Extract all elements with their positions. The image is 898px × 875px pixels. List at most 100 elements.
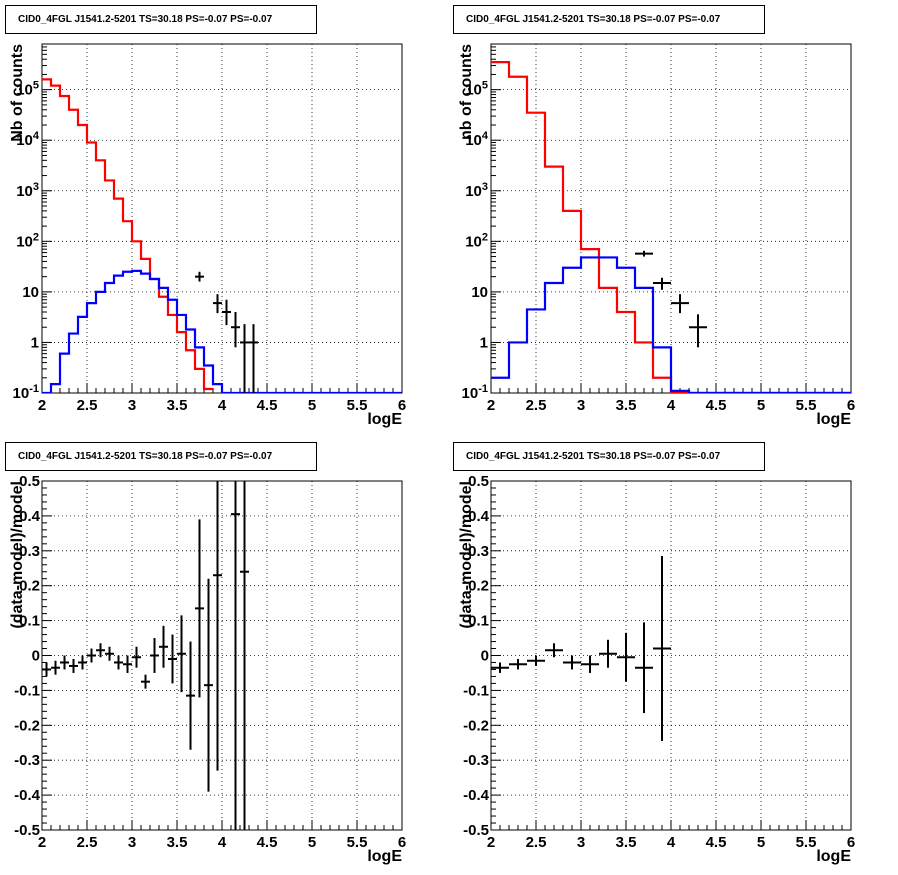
x-tick-label: 2.5 <box>526 834 547 851</box>
x-tick-label: 5 <box>308 834 316 851</box>
y-tick-label: 0.2 <box>19 578 40 595</box>
y-tick-label: 0.1 <box>468 613 489 630</box>
panel-title: CID0_4FGL J1541.2-5201 TS=30.18 PS=-0.07… <box>18 451 273 462</box>
x-tick-label: 4 <box>218 834 227 851</box>
x-tick-label: 6 <box>398 397 406 414</box>
y-tick-label: 102 <box>465 231 488 250</box>
x-tick-label: 6 <box>847 397 855 414</box>
y-tick-label: -0.5 <box>14 822 40 839</box>
y-axis-label: (data-model)/model <box>458 481 475 629</box>
y-tick-label: 10-1 <box>462 383 488 402</box>
x-tick-label: 2.5 <box>526 397 547 414</box>
y-tick-label: 0.2 <box>468 578 489 595</box>
x-tick-label: 5 <box>308 397 316 414</box>
histogram-series-1 <box>491 256 851 393</box>
y-tick-label: -0.1 <box>463 682 489 699</box>
x-tick-label: 3.5 <box>616 834 637 851</box>
histogram-series-0 <box>42 78 213 391</box>
x-tick-label: 5 <box>757 834 765 851</box>
x-tick-label: 2 <box>38 397 46 414</box>
x-tick-label: 5.5 <box>796 834 817 851</box>
y-tick-label: -0.2 <box>14 717 40 734</box>
x-tick-label: 2 <box>487 834 495 851</box>
x-tick-label: 3 <box>128 397 136 414</box>
panel-title: CID0_4FGL J1541.2-5201 TS=30.18 PS=-0.07… <box>466 14 721 25</box>
x-tick-label: 3.5 <box>167 834 188 851</box>
y-tick-label: 0.4 <box>468 508 490 525</box>
title-box-2: CID0_4FGL J1541.2-5201 TS=30.18 PS=-0.07… <box>5 442 317 471</box>
data-layer <box>491 556 671 742</box>
panel-title: CID0_4FGL J1541.2-5201 TS=30.18 PS=-0.07… <box>466 451 721 462</box>
y-tick-label: 0.3 <box>19 543 40 560</box>
y-tick-label: 0.3 <box>468 543 489 560</box>
y-tick-label: 10-1 <box>13 383 39 402</box>
x-tick-label: 3 <box>577 397 585 414</box>
x-tick-label: 4.5 <box>257 397 278 414</box>
x-tick-label: 4.5 <box>257 834 278 851</box>
y-tick-label: 0.5 <box>19 473 40 490</box>
x-tick-label: 5.5 <box>347 834 368 851</box>
histogram-series-1 <box>42 269 402 393</box>
y-tick-label: 103 <box>16 181 39 200</box>
x-tick-label: 5.5 <box>796 397 817 414</box>
y-tick-label: 102 <box>16 231 39 250</box>
y-tick-label: -0.4 <box>463 787 490 804</box>
x-tick-label: 4 <box>667 397 676 414</box>
y-tick-label: 1 <box>480 334 488 351</box>
x-tick-label: 6 <box>398 834 406 851</box>
x-axis-label: logE <box>367 848 402 865</box>
y-tick-label: 103 <box>465 181 488 200</box>
x-tick-label: 2 <box>487 397 495 414</box>
y-tick-label: -0.4 <box>14 787 41 804</box>
y-axis-label: Nb of counts <box>9 44 26 142</box>
histogram-series-0 <box>491 61 851 393</box>
x-tick-label: 6 <box>847 834 855 851</box>
data-layer <box>491 61 851 393</box>
x-tick-label: 2.5 <box>77 834 98 851</box>
y-tick-label: 10 <box>471 284 488 301</box>
y-tick-label: 0 <box>481 648 489 665</box>
x-tick-label: 2 <box>38 834 46 851</box>
x-tick-label: 5.5 <box>347 397 368 414</box>
x-tick-label: 3.5 <box>167 397 188 414</box>
y-tick-label: 104 <box>16 130 40 149</box>
x-axis-label: logE <box>367 411 402 428</box>
y-tick-label: -0.3 <box>14 752 40 769</box>
panel-title: CID0_4FGL J1541.2-5201 TS=30.18 PS=-0.07… <box>18 14 273 25</box>
x-tick-label: 3 <box>577 834 585 851</box>
y-tick-label: 0.1 <box>19 613 40 630</box>
title-box-1: CID0_4FGL J1541.2-5201 TS=30.18 PS=-0.07… <box>453 5 765 34</box>
x-axis-label: logE <box>816 411 851 428</box>
y-axis-label: (data-model)/model <box>9 481 26 629</box>
x-tick-label: 4.5 <box>706 397 727 414</box>
x-axis-label: logE <box>816 848 851 865</box>
y-tick-label: 0.4 <box>19 508 41 525</box>
y-tick-label: 105 <box>465 80 488 99</box>
y-tick-label: -0.3 <box>463 752 489 769</box>
x-tick-label: 3 <box>128 834 136 851</box>
y-tick-label: 1 <box>31 334 39 351</box>
x-tick-label: 5 <box>757 397 765 414</box>
data-layer <box>42 481 249 830</box>
y-tick-label: 0.5 <box>468 473 489 490</box>
data-layer <box>42 78 402 393</box>
y-tick-label: 104 <box>465 130 489 149</box>
title-box-3: CID0_4FGL J1541.2-5201 TS=30.18 PS=-0.07… <box>453 442 765 471</box>
x-tick-label: 4 <box>218 397 227 414</box>
x-tick-label: 4 <box>667 834 676 851</box>
y-tick-label: -0.2 <box>463 717 489 734</box>
x-tick-label: 4.5 <box>706 834 727 851</box>
x-tick-label: 2.5 <box>77 397 98 414</box>
y-tick-label: 10 <box>22 284 39 301</box>
x-tick-label: 3.5 <box>616 397 637 414</box>
title-box-0: CID0_4FGL J1541.2-5201 TS=30.18 PS=-0.07… <box>5 5 317 34</box>
y-tick-label: 105 <box>16 80 39 99</box>
y-tick-label: -0.1 <box>14 682 40 699</box>
y-tick-label: -0.5 <box>463 822 489 839</box>
y-tick-label: 0 <box>32 648 40 665</box>
